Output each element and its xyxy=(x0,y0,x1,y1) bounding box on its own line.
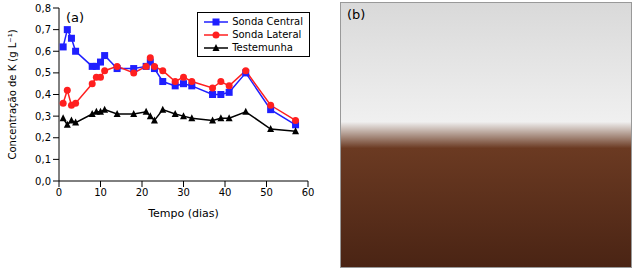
svg-text:10: 10 xyxy=(94,187,107,198)
html-text:(a): (a) xyxy=(66,10,85,25)
svg-text:0,4: 0,4 xyxy=(35,89,51,100)
html-text:Testemunha: Testemunha xyxy=(232,42,293,53)
svg-text:0,5: 0,5 xyxy=(35,67,51,78)
svg-text:0,1: 0,1 xyxy=(35,154,51,165)
svg-text:20: 20 xyxy=(136,187,149,198)
svg-text:0,8: 0,8 xyxy=(35,3,51,14)
svg-text:0,6: 0,6 xyxy=(35,46,51,57)
svg-text:0,2: 0,2 xyxy=(35,132,51,143)
html-text:(b): (b) xyxy=(347,7,366,22)
html-text:Sonda Lateral: Sonda Lateral xyxy=(232,29,302,40)
html-text:Sonda Central: Sonda Central xyxy=(232,16,303,27)
svg-text:0,7: 0,7 xyxy=(35,24,51,35)
svg-text:Tempo (dias): Tempo (dias) xyxy=(147,207,219,220)
svg-text:50: 50 xyxy=(260,187,273,198)
svg-text:60: 60 xyxy=(302,187,315,198)
svg-text:40: 40 xyxy=(219,187,232,198)
svg-text:0,3: 0,3 xyxy=(35,111,51,122)
svg-text:Concentração de K (g L⁻¹): Concentração de K (g L⁻¹) xyxy=(7,29,18,159)
svg-text:0: 0 xyxy=(56,187,62,198)
svg-text:30: 30 xyxy=(177,187,190,198)
svg-text:0,0: 0,0 xyxy=(35,176,51,187)
